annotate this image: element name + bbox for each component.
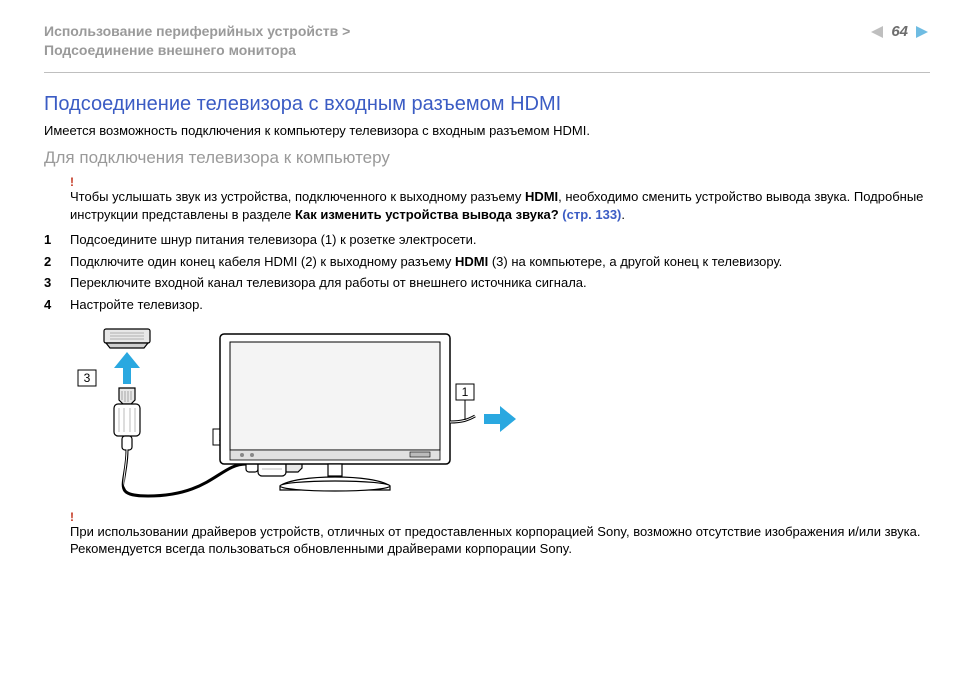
callout-1: 1: [456, 384, 474, 420]
note-bottom-text: При использовании драйверов устройств, о…: [70, 523, 930, 558]
step-4: Настройте телевизор.: [44, 294, 930, 316]
step-3-text: Переключите входной канал телевизора для…: [70, 275, 587, 290]
breadcrumb-line2: Подсоединение внешнего монитора: [44, 41, 350, 60]
svg-text:3: 3: [84, 371, 91, 385]
step-1: Подсоедините шнур питания телевизора (1)…: [44, 229, 930, 251]
warn-mark-icon: !: [70, 176, 930, 188]
intro-text: Имеется возможность подключения к компью…: [44, 122, 930, 140]
note-t3: .: [621, 207, 625, 222]
power-cord-icon: [450, 416, 475, 422]
step-4-text: Настройте телевизор.: [70, 297, 203, 312]
step-3: Переключите входной канал телевизора для…: [44, 272, 930, 294]
hdmi-plug-icon: [114, 388, 140, 450]
note-b2: Как изменить устройства вывода звука?: [295, 207, 562, 222]
connection-diagram: 3: [70, 324, 930, 509]
note-top: ! Чтобы услышать звук из устройства, под…: [70, 176, 930, 223]
step-1-text: Подсоедините шнур питания телевизора (1)…: [70, 232, 476, 247]
breadcrumb: Использование периферийных устройств > П…: [44, 22, 350, 60]
hdmi-port-icon: [104, 329, 150, 348]
steps-list: Подсоедините шнур питания телевизора (1)…: [44, 229, 930, 315]
note-b1: HDMI: [525, 189, 558, 204]
prev-page-icon[interactable]: [869, 25, 885, 39]
breadcrumb-line1: Использование периферийных устройств >: [44, 22, 350, 41]
page-title: Подсоединение телевизора с входным разъе…: [44, 91, 930, 118]
step-2-t1: Подключите один конец кабеля HDMI (2) к …: [70, 254, 455, 269]
svg-text:1: 1: [462, 385, 469, 399]
pager: 64: [869, 22, 930, 42]
callout-3: 3: [78, 370, 96, 386]
step-2: Подключите один конец кабеля HDMI (2) к …: [44, 251, 930, 273]
note-top-text: Чтобы услышать звук из устройства, подкл…: [70, 188, 930, 223]
step-2-b1: HDMI: [455, 254, 488, 269]
subtitle: Для подключения телевизора к компьютеру: [44, 147, 930, 170]
note-bottom: ! При использовании драйверов устройств,…: [70, 511, 930, 558]
arrow-up-icon: [114, 352, 140, 384]
warn-mark-icon-2: !: [70, 511, 930, 523]
arrow-right-icon: [484, 406, 516, 432]
page-number: 64: [891, 22, 908, 42]
next-page-icon[interactable]: [914, 25, 930, 39]
note-t1: Чтобы услышать звук из устройства, подкл…: [70, 189, 525, 204]
note-link[interactable]: (стр. 133): [562, 207, 621, 222]
step-2-t2: (3) на компьютере, а другой конец к теле…: [488, 254, 782, 269]
